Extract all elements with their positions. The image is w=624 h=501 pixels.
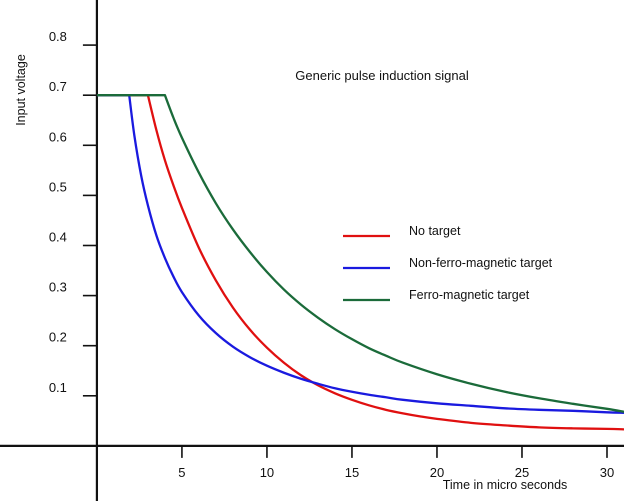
x-tick-label: 5 <box>178 465 185 480</box>
y-tick-label: 0.2 <box>49 330 67 345</box>
series-line-1 <box>96 94 624 431</box>
x-tick-label: 25 <box>515 465 529 480</box>
x-axis-label: Time in micro seconds <box>443 478 568 492</box>
legend-label-1: No target <box>409 224 461 238</box>
chart-title: Generic pulse induction signal <box>295 68 469 83</box>
y-tick-label: 0.1 <box>49 380 67 395</box>
y-tick-label: 0.4 <box>49 229 67 244</box>
series-line-2 <box>96 94 624 414</box>
y-tick-label: 0.7 <box>49 79 67 94</box>
y-tick-label: 0.3 <box>49 280 67 295</box>
y-tick-label: 0.6 <box>49 129 67 144</box>
series-layer <box>96 94 624 431</box>
legend: No target Non-ferro-magnetic target Ferro-… <box>343 224 553 302</box>
legend-label-3: Ferro-magnetic target <box>409 288 530 302</box>
y-tick-label: 0.8 <box>49 29 67 44</box>
x-tick-label: 15 <box>345 465 359 480</box>
series-line-3 <box>96 94 624 413</box>
x-tick-label: 20 <box>430 465 444 480</box>
legend-label-2: Non-ferro-magnetic target <box>409 256 553 270</box>
x-tick-label: 10 <box>260 465 274 480</box>
y-tick-label: 0.5 <box>49 179 67 194</box>
x-tick-label: 30 <box>600 465 614 480</box>
y-axis-label: Input voltage <box>14 54 28 126</box>
